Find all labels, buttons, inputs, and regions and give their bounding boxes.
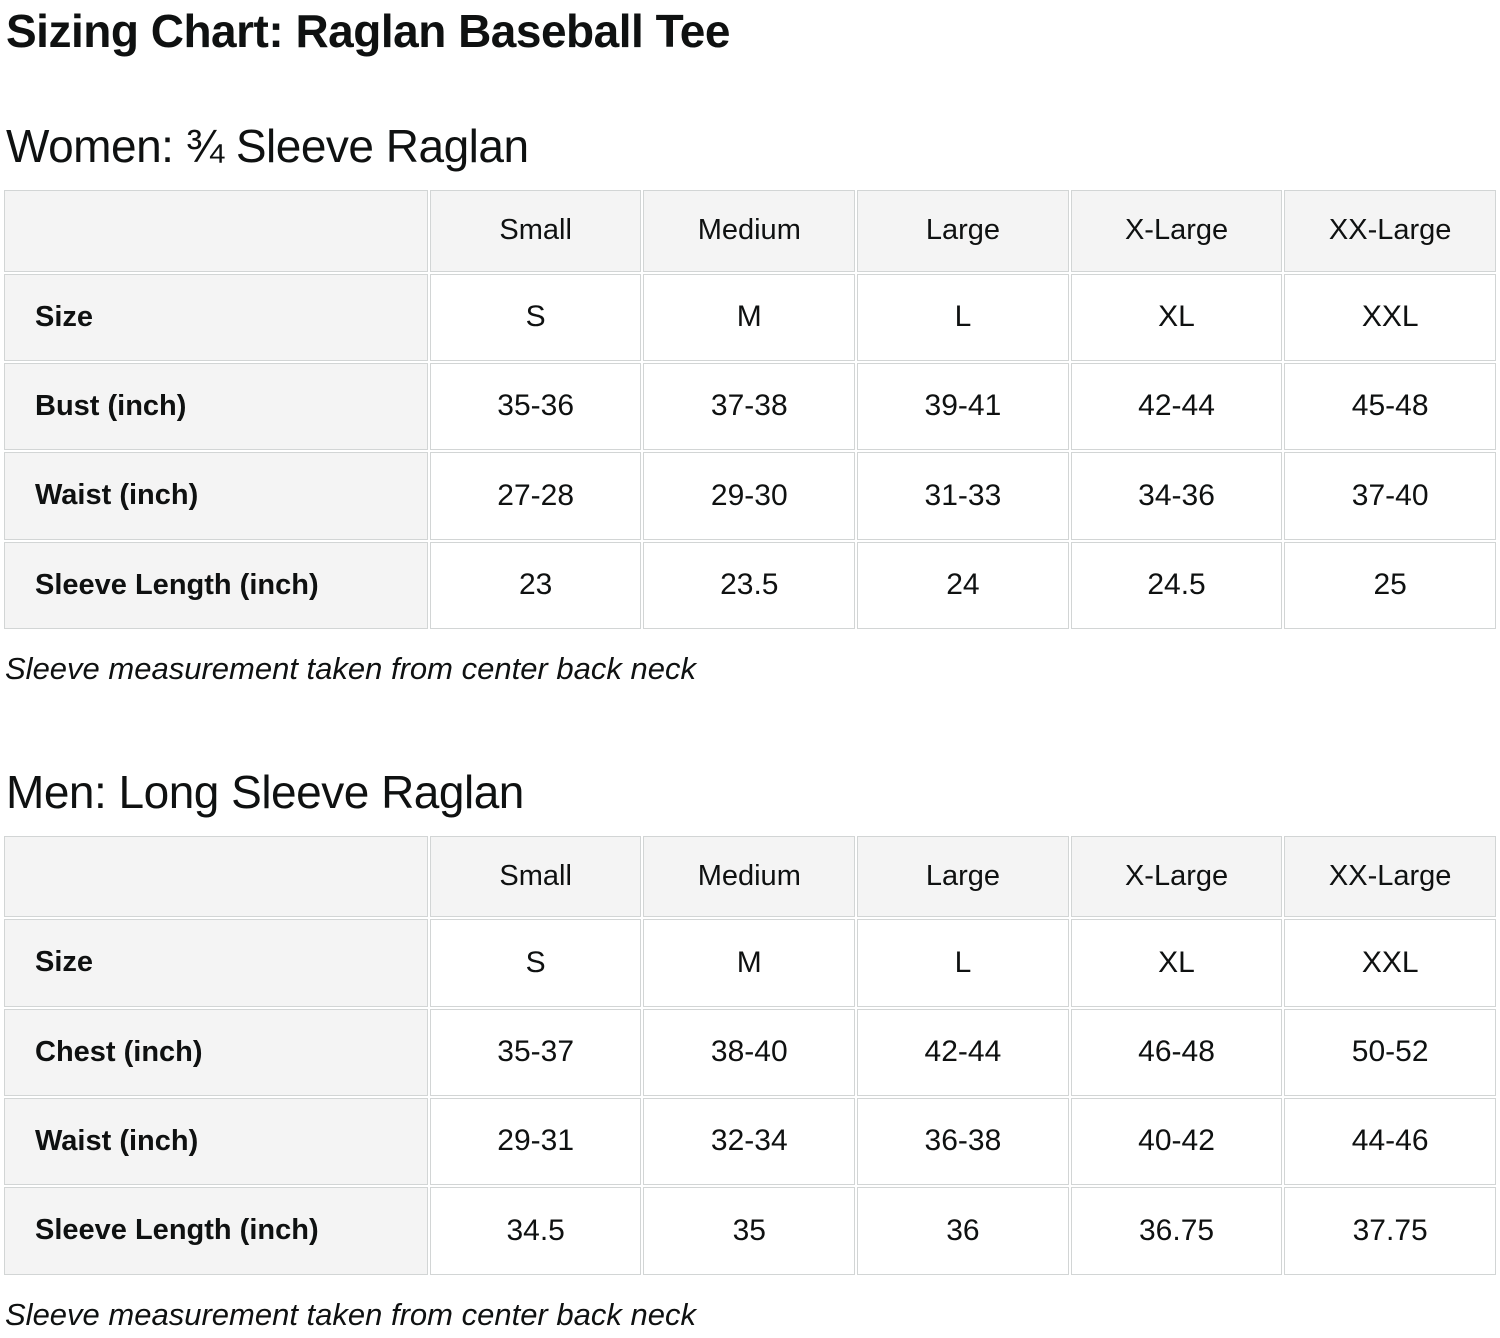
data-cell: S — [429, 273, 642, 362]
row-label-cell: Sleeve Length (inch) — [4, 1187, 428, 1275]
corner-cell — [4, 835, 428, 918]
data-cell: 36.75 — [1070, 1187, 1283, 1275]
data-cell: 36 — [857, 1187, 1069, 1275]
column-header-cell: X-Large — [1070, 835, 1283, 918]
data-cell: 24.5 — [1070, 541, 1283, 630]
header-row: Small Medium Large X-Large XX-Large — [4, 835, 1496, 918]
table-row: Size S M L XL XXL — [4, 273, 1496, 362]
data-cell: XXL — [1284, 273, 1496, 362]
data-cell: 44-46 — [1284, 1097, 1496, 1186]
data-cell: 24 — [857, 541, 1069, 630]
data-cell: 46-48 — [1070, 1008, 1283, 1096]
header-row: Small Medium Large X-Large XX-Large — [4, 190, 1496, 272]
sleeve-note-women: Sleeve measurement taken from center bac… — [5, 651, 696, 687]
data-cell: 42-44 — [857, 1008, 1069, 1096]
data-cell: 45-48 — [1284, 363, 1496, 451]
column-header-cell: XX-Large — [1284, 190, 1496, 272]
row-label-cell: Chest (inch) — [4, 1008, 428, 1096]
row-label-cell: Waist (inch) — [4, 1097, 428, 1186]
sizing-table-men: Small Medium Large X-Large XX-Large Size S M L XL… — [2, 834, 1498, 1277]
data-cell: 31-33 — [857, 452, 1069, 540]
row-label-cell: Bust (inch) — [4, 363, 428, 451]
data-cell: 36-38 — [857, 1097, 1069, 1186]
data-cell: 37-40 — [1284, 452, 1496, 540]
table-row: Chest (inch) 35-37 38-40 42-44 46-48 50-52 — [4, 1008, 1496, 1096]
section-heading-women: Women: ¾ Sleeve Raglan — [6, 120, 529, 173]
data-cell: 35 — [643, 1187, 856, 1275]
data-cell: L — [857, 919, 1069, 1007]
data-cell: 39-41 — [857, 363, 1069, 451]
data-cell: 40-42 — [1070, 1097, 1283, 1186]
data-cell: XL — [1070, 273, 1283, 362]
table-row: Waist (inch) 29-31 32-34 36-38 40-42 44-46 — [4, 1097, 1496, 1186]
section-women: Women: ¾ Sleeve Raglan Small Medium Large X… — [0, 119, 1500, 687]
column-header-cell: Large — [857, 835, 1069, 918]
data-cell: 34.5 — [429, 1187, 642, 1275]
column-header-cell: Small — [429, 835, 642, 918]
sizing-table-women: Small Medium Large X-Large XX-Large Size S M L XL… — [2, 188, 1498, 631]
data-cell: 23 — [429, 541, 642, 630]
data-cell: 25 — [1284, 541, 1496, 630]
data-cell: 23.5 — [643, 541, 856, 630]
data-cell: 35-37 — [429, 1008, 642, 1096]
data-cell: 27-28 — [429, 452, 642, 540]
column-header-cell: XX-Large — [1284, 835, 1496, 918]
data-cell: S — [429, 919, 642, 1007]
data-cell: 37-38 — [643, 363, 856, 451]
data-cell: 34-36 — [1070, 452, 1283, 540]
data-cell: 42-44 — [1070, 363, 1283, 451]
section-heading-men: Men: Long Sleeve Raglan — [6, 765, 524, 818]
row-label-cell: Size — [4, 273, 428, 362]
data-cell: L — [857, 273, 1069, 362]
data-cell: 29-30 — [643, 452, 856, 540]
table-row: Sleeve Length (inch) 34.5 35 36 36.75 37.75 — [4, 1187, 1496, 1275]
data-cell: 38-40 — [643, 1008, 856, 1096]
data-cell: 32-34 — [643, 1097, 856, 1186]
column-header-cell: Medium — [643, 190, 856, 272]
data-cell: 29-31 — [429, 1097, 642, 1186]
column-header-cell: Medium — [643, 835, 856, 918]
table-row: Sleeve Length (inch) 23 23.5 24 24.5 25 — [4, 541, 1496, 630]
table-row: Size S M L XL XXL — [4, 919, 1496, 1007]
data-cell: M — [643, 919, 856, 1007]
column-header-cell: Large — [857, 190, 1069, 272]
data-cell: M — [643, 273, 856, 362]
section-men: Men: Long Sleeve Raglan Small Medium Large… — [0, 765, 1500, 1333]
data-cell: XXL — [1284, 919, 1496, 1007]
data-cell: 35-36 — [429, 363, 642, 451]
row-label-cell: Size — [4, 919, 428, 1007]
row-label-cell: Waist (inch) — [4, 452, 428, 540]
table-row: Waist (inch) 27-28 29-30 31-33 34-36 37-40 — [4, 452, 1496, 540]
table-row: Bust (inch) 35-36 37-38 39-41 42-44 45-48 — [4, 363, 1496, 451]
page-title: Sizing Chart: Raglan Baseball Tee — [6, 5, 730, 57]
data-cell: 37.75 — [1284, 1187, 1496, 1275]
column-header-cell: X-Large — [1070, 190, 1283, 272]
column-header-cell: Small — [429, 190, 642, 272]
data-cell: XL — [1070, 919, 1283, 1007]
data-cell: 50-52 — [1284, 1008, 1496, 1096]
sleeve-note-men: Sleeve measurement taken from center bac… — [5, 1296, 696, 1332]
corner-cell — [4, 190, 428, 272]
row-label-cell: Sleeve Length (inch) — [4, 541, 428, 630]
